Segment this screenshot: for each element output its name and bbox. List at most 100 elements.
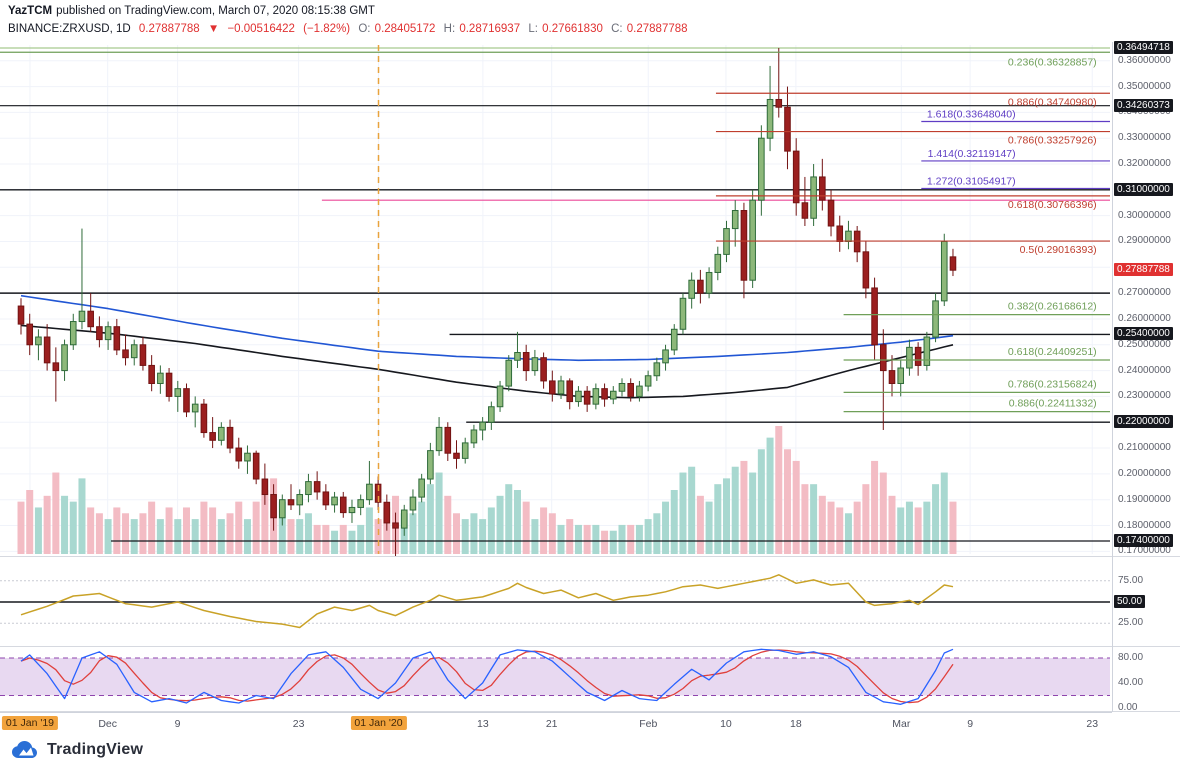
candle <box>897 367 905 385</box>
time-label-year: 01 Jan '20 <box>350 716 407 730</box>
candle <box>174 388 182 397</box>
price-tick: 0.23000000 <box>1118 390 1171 402</box>
candle <box>801 202 809 219</box>
low-label: L: <box>528 23 538 35</box>
price-tick: 0.33000000 <box>1118 132 1171 144</box>
price-axis[interactable]: 0.36000000 0.35000000 0.34000000 0.33000000… <box>1113 40 1180 714</box>
stoch-k-line <box>20 648 954 705</box>
volume-bar <box>43 495 51 554</box>
fib-label: 1.414(0.32119147) <box>928 148 1016 160</box>
candle <box>235 447 243 462</box>
volume-bar <box>601 530 609 554</box>
low-value: 0.27661830 <box>542 23 603 35</box>
volume-bar <box>705 501 713 554</box>
close-value: 0.27887788 <box>626 23 688 35</box>
candle <box>165 372 173 397</box>
published-text: published on TradingView.com, March 07, … <box>56 5 375 17</box>
last-price: 0.27887788 <box>138 23 200 35</box>
candle <box>35 336 42 346</box>
volume-bar <box>252 501 260 554</box>
rsi-tick: 25.00 <box>1118 617 1144 629</box>
volume-bar <box>897 507 905 554</box>
volume-bar <box>217 519 225 554</box>
candle <box>836 225 844 242</box>
rsi-level-label: 50.00 <box>1114 595 1146 608</box>
candle <box>252 452 260 480</box>
volume-bar <box>618 524 626 554</box>
candle <box>923 336 931 366</box>
symbol-name[interactable]: BINANCE:ZRXUSD, 1D <box>8 23 131 35</box>
high-label: H: <box>443 23 456 35</box>
volume-bar <box>113 507 121 554</box>
candle <box>749 199 756 281</box>
volume-bar <box>792 460 800 554</box>
volume-bar <box>331 530 339 554</box>
volume-bar <box>749 472 757 554</box>
volume-bar <box>78 478 86 554</box>
time-label: Mar <box>892 718 911 730</box>
candle <box>879 344 887 372</box>
volume-bar <box>148 501 156 554</box>
price-tick: 0.30000000 <box>1118 209 1171 221</box>
volume-bar <box>513 490 521 554</box>
high-value: 0.28716937 <box>459 23 521 35</box>
volume-bar <box>670 490 678 554</box>
candle <box>653 362 661 377</box>
volume-bar <box>818 495 826 554</box>
volume-bar <box>470 513 478 554</box>
volume-bar <box>731 466 739 554</box>
volume-bar <box>635 524 643 554</box>
tradingview-logo[interactable]: TradingView <box>10 739 143 761</box>
volume-bar <box>548 513 556 554</box>
candle <box>740 210 748 281</box>
volume-bar <box>783 449 791 554</box>
candle <box>496 385 504 408</box>
volume-bar <box>740 460 748 554</box>
volume-bar <box>61 495 69 554</box>
candle <box>697 279 704 294</box>
volume-bar <box>914 507 922 554</box>
price-tick: 0.29000000 <box>1118 235 1171 247</box>
candle <box>200 403 208 434</box>
candle <box>461 442 469 459</box>
volume-bar <box>287 519 295 554</box>
candle <box>514 352 521 361</box>
fib-label: 0.786(0.33257926) <box>1008 135 1097 147</box>
price-tick: 0.34000000 <box>1118 106 1171 118</box>
candle <box>453 452 460 459</box>
candle <box>148 364 155 385</box>
rsi-tick: 75.00 <box>1118 574 1144 586</box>
volume-bar <box>905 501 913 554</box>
symbol-row: BINANCE:ZRXUSD, 1D 0.27887788 ▼ −0.00516… <box>8 23 693 35</box>
candle <box>43 336 51 364</box>
volume-bar <box>531 519 539 554</box>
volume-bar <box>574 524 582 554</box>
candle <box>714 253 722 273</box>
volume-bar <box>853 501 861 554</box>
time-axis[interactable]: 01 Jan '19 Dec 9 23 01 Jan '20 13 21 Feb 10 18 Mar… <box>0 712 1112 737</box>
volume-bar <box>932 484 940 554</box>
candle <box>444 426 452 454</box>
fib-label: 1.272(0.31054917) <box>927 175 1016 187</box>
volume-bar <box>165 507 173 554</box>
candle <box>392 522 399 529</box>
price-tick: 0.27000000 <box>1118 287 1171 299</box>
candle <box>96 326 103 341</box>
volume-bar <box>322 524 330 554</box>
volume-bar <box>888 495 896 554</box>
volume-bar <box>766 437 774 554</box>
volume-bar <box>479 519 487 554</box>
price-change: −0.00516422 <box>227 23 295 35</box>
candle <box>810 176 817 219</box>
fib-label: 0.5(0.29016393) <box>1020 244 1097 256</box>
candle <box>113 326 121 351</box>
candle <box>427 450 434 480</box>
candle <box>871 287 878 346</box>
volume-bar <box>836 507 844 554</box>
price-line-label: 0.31000000 <box>1114 182 1173 196</box>
volume-bar <box>69 501 77 554</box>
chart-canvas[interactable]: 0.236(0.36328857) 0.886(0.34740980)1.618(… <box>0 42 1180 712</box>
candle <box>17 305 25 325</box>
byline: YazTCM published on TradingView.com, Marc… <box>8 5 375 17</box>
ma-black-line <box>20 324 954 399</box>
